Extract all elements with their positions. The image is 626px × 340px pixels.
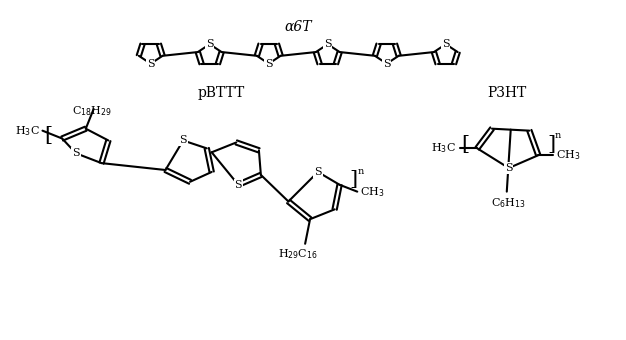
Text: H$_3$C: H$_3$C	[431, 141, 456, 155]
Text: S: S	[265, 58, 272, 69]
Text: S: S	[383, 58, 391, 69]
Text: ]: ]	[349, 170, 357, 189]
Text: S: S	[234, 180, 242, 190]
Text: H$_{29}$C$_{16}$: H$_{29}$C$_{16}$	[279, 247, 318, 260]
Text: S: S	[442, 39, 449, 49]
Text: ]: ]	[547, 135, 555, 154]
Text: pBTTT: pBTTT	[198, 86, 245, 100]
Text: CH$_3$: CH$_3$	[360, 185, 385, 199]
Text: n: n	[358, 168, 364, 176]
Text: [: [	[461, 135, 470, 154]
Text: S: S	[72, 148, 80, 158]
Text: S: S	[179, 136, 187, 146]
Text: S: S	[206, 39, 213, 49]
Text: C$_{18}$H$_{29}$: C$_{18}$H$_{29}$	[72, 104, 111, 118]
Text: S: S	[505, 163, 513, 173]
Text: [: [	[44, 126, 53, 145]
Text: C$_6$H$_{13}$: C$_6$H$_{13}$	[491, 197, 526, 210]
Text: P3HT: P3HT	[487, 86, 526, 100]
Text: S: S	[147, 58, 155, 69]
Text: H$_3$C: H$_3$C	[14, 124, 39, 138]
Text: S: S	[314, 167, 322, 177]
Text: S: S	[324, 39, 332, 49]
Text: α6T: α6T	[284, 20, 312, 34]
Text: CH$_3$: CH$_3$	[556, 148, 580, 162]
Text: n: n	[555, 131, 561, 140]
